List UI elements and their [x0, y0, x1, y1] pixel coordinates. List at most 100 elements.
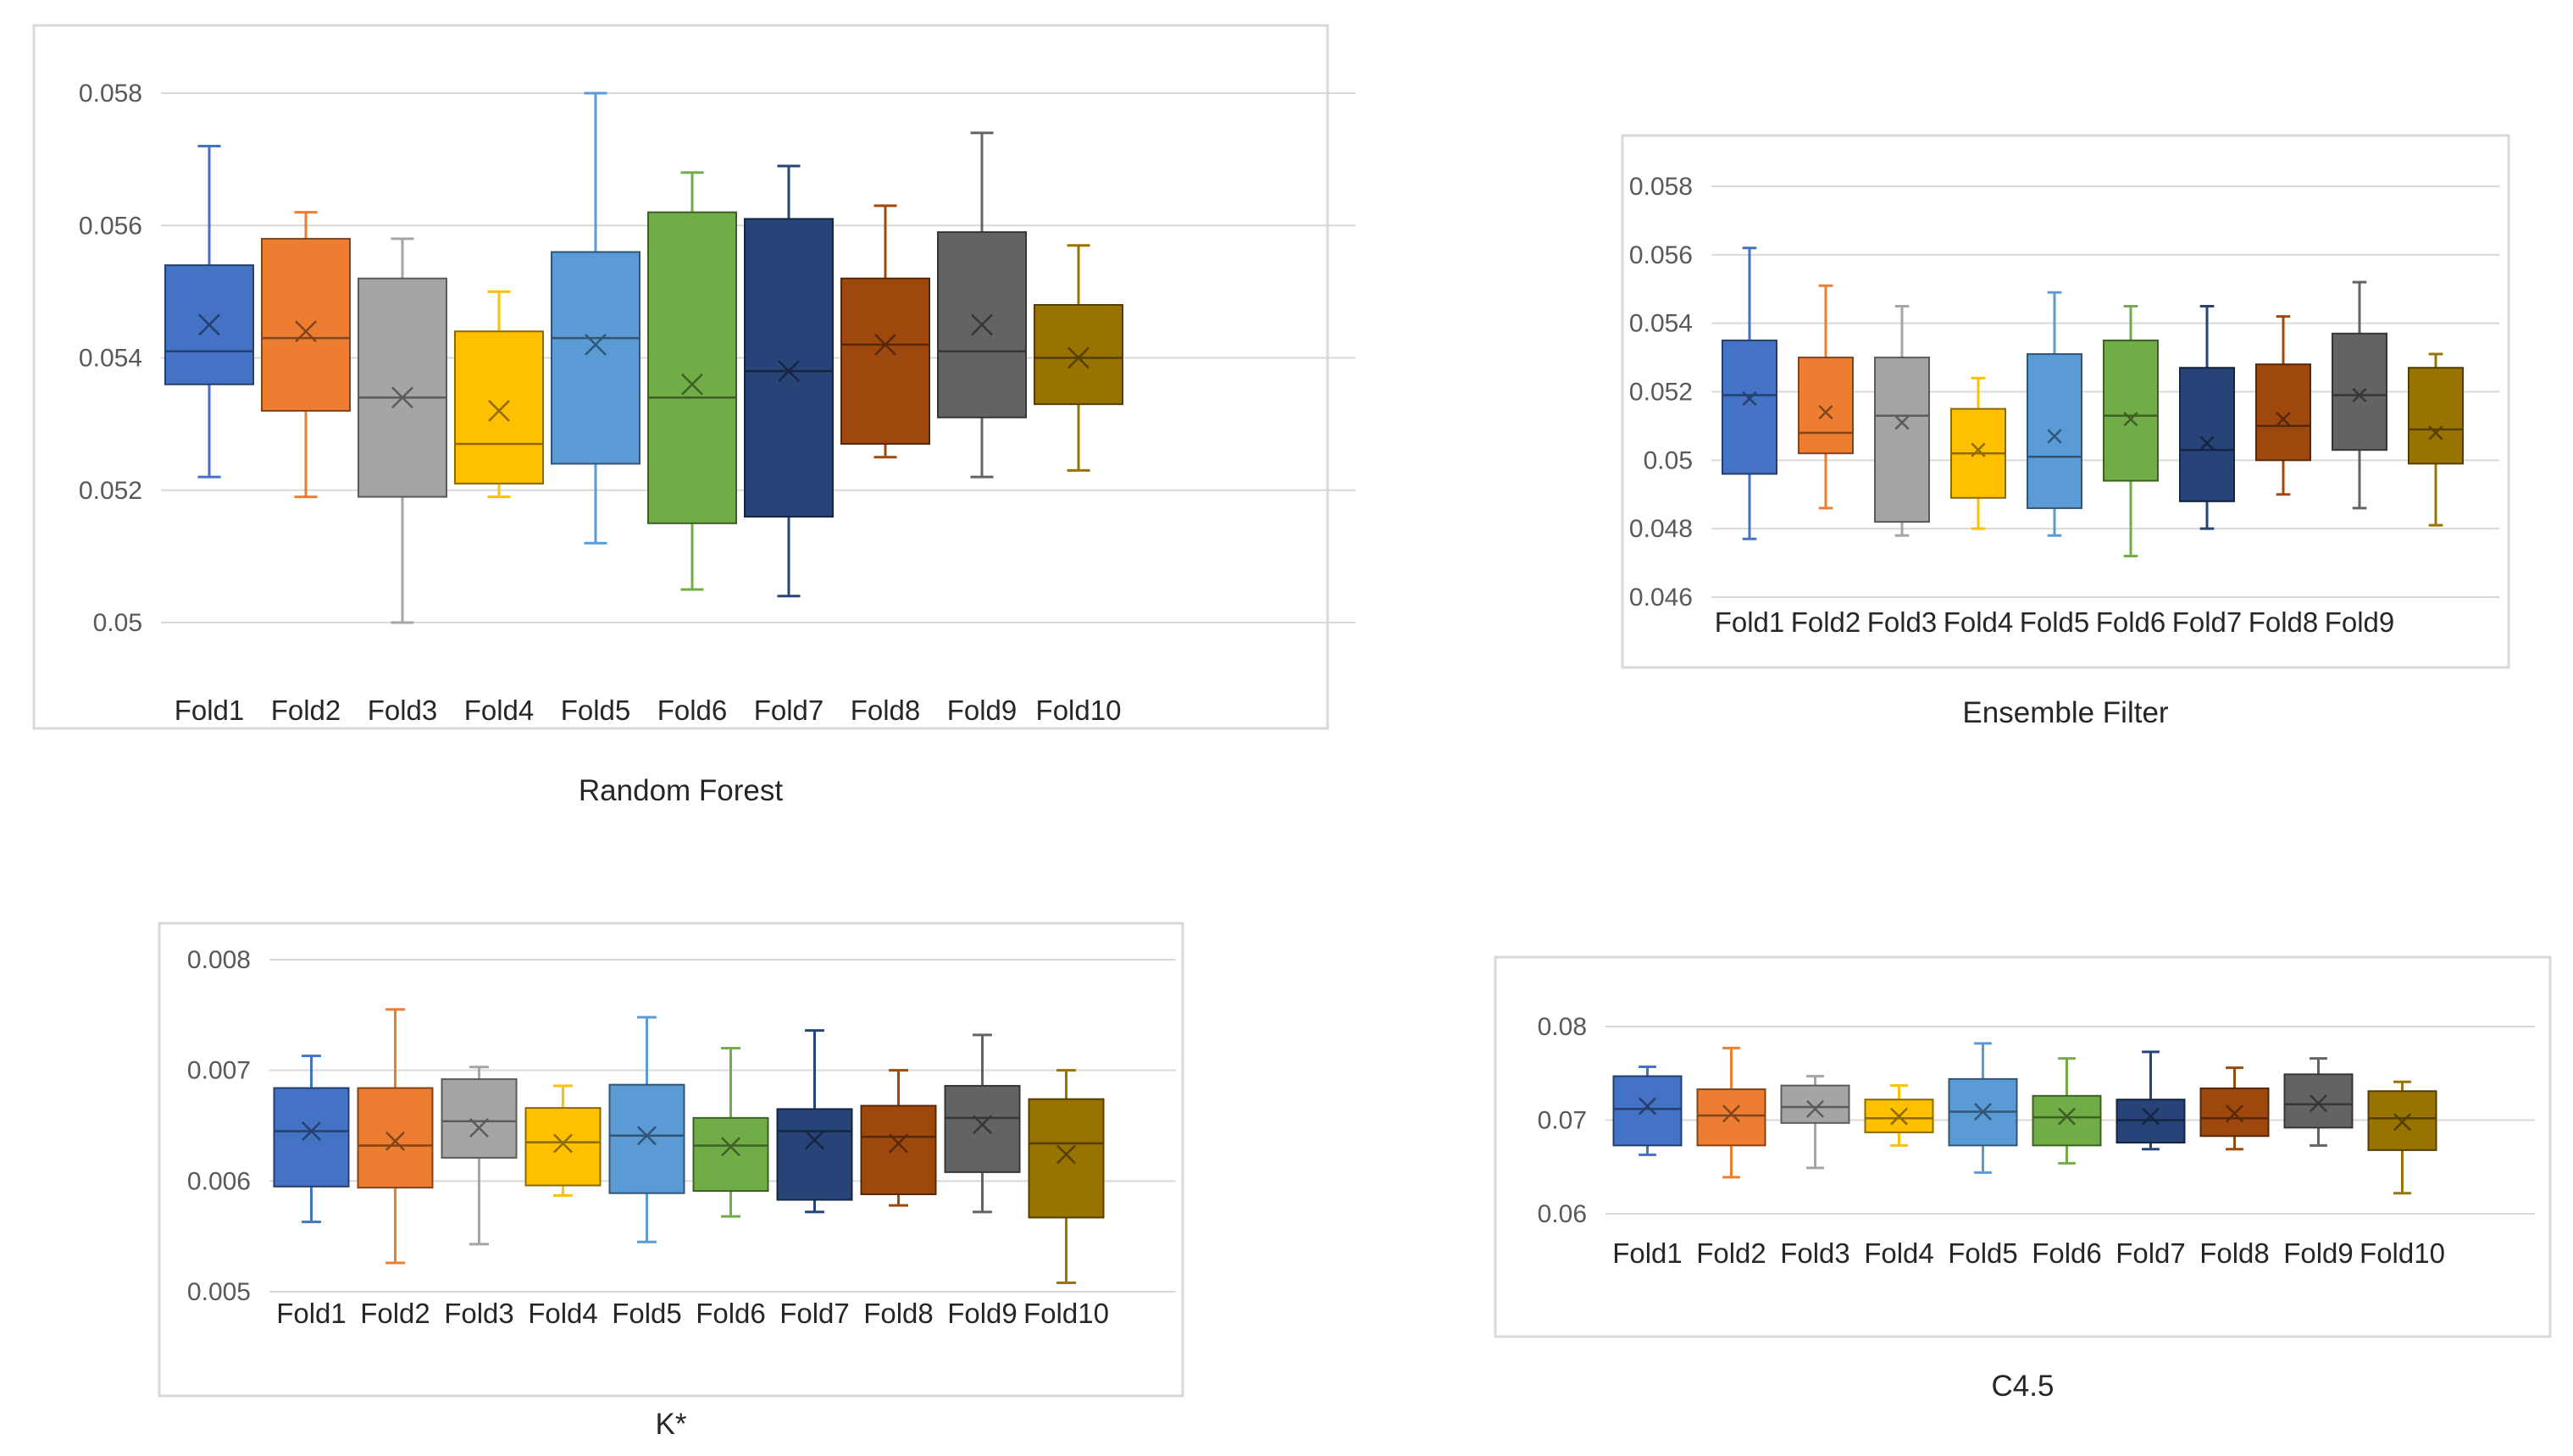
iqr-box	[2408, 367, 2464, 465]
category-label: Fold8	[2249, 606, 2319, 638]
category-label: Fold9	[947, 1298, 1018, 1329]
iqr-box	[261, 237, 351, 412]
mean-marker	[874, 333, 896, 356]
category-label: Fold8	[2199, 1237, 2270, 1269]
category-label: Fold3	[1780, 1237, 1850, 1269]
box-fold-6	[2032, 1057, 2102, 1165]
iqr-box	[1612, 1075, 1683, 1147]
mean-marker	[488, 400, 510, 422]
category-label: Fold5	[1948, 1237, 2018, 1269]
box-fold-10	[1028, 1069, 1105, 1285]
iqr-box	[358, 277, 447, 498]
box-fold-10	[1034, 244, 1123, 472]
box-fold-2	[357, 1008, 434, 1265]
box-fold-4	[1864, 1084, 1934, 1147]
iqr-box	[1780, 1084, 1850, 1124]
mean-marker	[1971, 442, 1986, 457]
box-fold-10	[2408, 352, 2464, 527]
category-label: Fold4	[528, 1298, 598, 1329]
iqr-box	[273, 1087, 350, 1187]
category-label: Fold8	[851, 695, 921, 726]
mean-marker	[553, 1133, 573, 1154]
mean-marker	[2352, 387, 2367, 403]
category-label: Fold4	[1864, 1237, 1934, 1269]
category-label: Fold5	[2020, 606, 2090, 638]
category-label: Fold7	[2116, 1237, 2186, 1269]
category-label: Fold9	[947, 695, 1018, 726]
iqr-box	[551, 251, 640, 465]
mean-marker	[198, 313, 220, 336]
category-label: Fold1	[175, 695, 245, 726]
category-label: Fold7	[2172, 606, 2243, 638]
box-fold-1	[1612, 1066, 1683, 1156]
mean-marker	[2142, 1107, 2160, 1126]
c45-chart: 0.06 0.07 0.08 Fold1 Fold2 Fold3 Fold4 Fold5 Fol…	[1494, 955, 2552, 1403]
mean-marker	[2047, 429, 2062, 444]
mean-marker	[681, 373, 703, 396]
box-fold-3	[1780, 1075, 1850, 1170]
category-label: Fold2	[1696, 1237, 1766, 1269]
category-label: Fold3	[368, 695, 438, 726]
iqr-box	[1028, 1098, 1105, 1219]
box-fold-7	[776, 1029, 853, 1214]
box-fold-8	[2255, 315, 2311, 496]
category-label: Fold10	[1036, 695, 1122, 726]
mean-marker	[1742, 391, 1757, 407]
y-tick-label: 0.054	[79, 345, 142, 373]
y-tick-label: 0.08	[1538, 1013, 1587, 1041]
box-fold-8	[2199, 1066, 2270, 1151]
category-label: Fold1	[1612, 1237, 1683, 1269]
chart-title: Random Forest	[579, 774, 783, 807]
y-tick-label: 0.006	[187, 1167, 251, 1195]
box-fold-6	[692, 1047, 769, 1218]
mean-marker	[971, 313, 993, 336]
mean-marker	[973, 1115, 992, 1135]
mean-marker	[2310, 1094, 2327, 1113]
category-label: Fold10	[2360, 1237, 2445, 1269]
mean-marker	[778, 360, 800, 383]
box-fold-3	[441, 1066, 518, 1246]
mean-marker	[2428, 425, 2443, 440]
box-fold-4	[1950, 376, 2006, 530]
iqr-box	[1034, 304, 1123, 406]
y-tick-label: 0.05	[1644, 446, 1693, 474]
iqr-box	[2027, 353, 2082, 509]
category-label: Fold3	[444, 1298, 514, 1329]
mean-marker	[2123, 412, 2138, 427]
y-tick-label: 0.054	[1629, 310, 1693, 338]
category-label: Fold2	[360, 1298, 430, 1329]
y-tick-label: 0.052	[1629, 379, 1693, 407]
iqr-box	[1696, 1088, 1766, 1147]
iqr-box	[608, 1083, 685, 1194]
y-tick-label: 0.05	[93, 609, 142, 637]
category-label: Fold9	[2325, 606, 2395, 638]
category-label: Fold7	[779, 1298, 850, 1329]
mean-marker	[1818, 405, 1833, 420]
iqr-box	[2332, 332, 2387, 451]
category-label: Fold10	[1023, 1298, 1109, 1329]
box-fold-5	[2027, 291, 2082, 537]
mean-marker	[302, 1121, 321, 1141]
iqr-box	[454, 330, 544, 484]
mean-marker	[1974, 1103, 1992, 1121]
mean-marker	[1894, 415, 1910, 430]
mean-marker	[2226, 1104, 2243, 1123]
iqr-box	[692, 1116, 769, 1193]
iqr-box	[1798, 357, 1854, 455]
k-star-chart: 0.005 0.006 0.007 0.008 Fold1 Fold2 Fold3 Fold4…	[158, 922, 1184, 1441]
box-fold-1	[164, 145, 254, 479]
mean-marker	[469, 1118, 489, 1138]
category-label: Fold6	[657, 695, 728, 726]
y-tick-label: 0.058	[1629, 173, 1693, 201]
category-label: Fold5	[612, 1298, 682, 1329]
iqr-box	[2255, 363, 2311, 462]
iqr-box	[2103, 339, 2159, 482]
mean-marker	[1806, 1099, 1824, 1118]
category-label: Fold3	[1867, 606, 1938, 638]
y-tick-label: 0.048	[1629, 515, 1693, 543]
mean-marker	[1639, 1097, 1656, 1116]
box-fold-8	[840, 204, 930, 459]
category-label: Fold7	[754, 695, 824, 726]
